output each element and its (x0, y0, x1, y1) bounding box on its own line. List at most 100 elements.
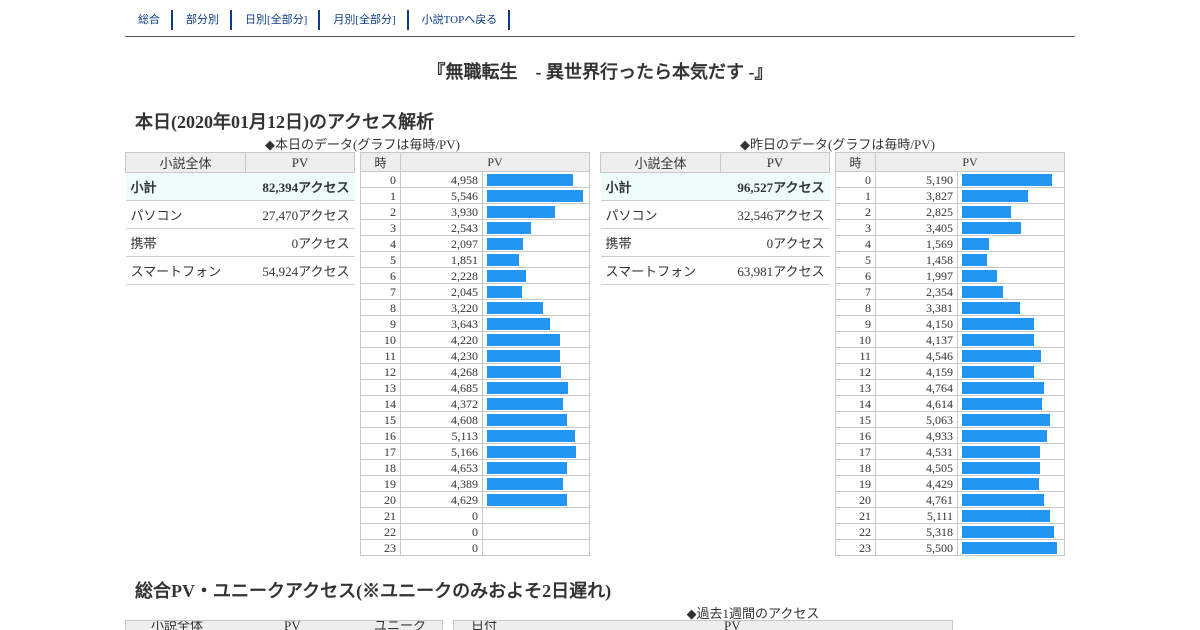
hour-cell: 9 (360, 315, 401, 332)
pv-header: PV (400, 152, 590, 172)
bar-cell (957, 251, 1065, 268)
pv-bar (487, 493, 567, 506)
summary-header-pv: PV (245, 152, 355, 173)
nav-link-monthly-all[interactable]: 月別[全部分] (320, 10, 409, 30)
pv-cell: 5,318 (875, 523, 958, 540)
summary-label: 携帯 (600, 228, 721, 257)
today-summary-table: 小説全体 PV 小計 82,394アクセス パソコン 27,470アクセス 携帯… (125, 152, 355, 285)
bar-cell (957, 491, 1065, 508)
hour-row: 20 4,629 (360, 491, 590, 508)
pv-bar (962, 189, 1028, 202)
hour-cell: 15 (835, 411, 876, 428)
summary-label: 小計 (600, 172, 721, 201)
pv-cell: 5,113 (400, 427, 483, 444)
bar-cell (957, 235, 1065, 252)
hour-row: 7 2,354 (835, 283, 1065, 300)
pv-cell: 3,405 (875, 219, 958, 236)
hour-cell: 8 (360, 299, 401, 316)
hour-row: 20 4,761 (835, 491, 1065, 508)
hour-cell: 13 (360, 379, 401, 396)
hour-row: 14 4,614 (835, 395, 1065, 412)
bar-cell (957, 443, 1065, 460)
hour-cell: 22 (835, 523, 876, 540)
hour-cell: 10 (835, 331, 876, 348)
pv-cell: 1,569 (875, 235, 958, 252)
nav-link-novel-top[interactable]: 小説TOPへ戻る (409, 10, 511, 30)
pv-cell: 2,354 (875, 283, 958, 300)
hour-cell: 17 (835, 443, 876, 460)
pv-cell: 1,458 (875, 251, 958, 268)
hour-row: 9 3,643 (360, 315, 590, 332)
pv-cell: 1,997 (875, 267, 958, 284)
hour-cell: 2 (360, 203, 401, 220)
nav-link-by-part[interactable]: 部分別 (173, 10, 232, 30)
bar-cell (482, 187, 590, 204)
pv-cell: 4,150 (875, 315, 958, 332)
nav-link-daily-all[interactable]: 日別[全部分] (232, 10, 321, 30)
hour-row: 2 2,825 (835, 203, 1065, 220)
hour-cell: 10 (360, 331, 401, 348)
hour-cell: 5 (835, 251, 876, 268)
hour-row: 15 5,063 (835, 411, 1065, 428)
total-header-unique: ユニーク (374, 620, 427, 630)
bar-cell (957, 347, 1065, 364)
summary-header-pv: PV (720, 152, 830, 173)
hour-row: 19 4,389 (360, 475, 590, 492)
hour-cell: 21 (835, 507, 876, 524)
yesterday-caption: ◆昨日のデータ(グラフは毎時/PV) (740, 137, 935, 152)
hour-row: 18 4,505 (835, 459, 1065, 476)
hour-cell: 9 (835, 315, 876, 332)
pv-bar (487, 205, 555, 218)
hour-cell: 19 (360, 475, 401, 492)
hour-cell: 20 (835, 491, 876, 508)
bar-cell (957, 379, 1065, 396)
summary-value: 0アクセス (720, 228, 830, 257)
pv-bar (962, 205, 1011, 218)
hour-row: 1 3,827 (835, 187, 1065, 204)
hour-row: 22 0 (360, 523, 590, 540)
bar-cell (957, 459, 1065, 476)
hour-row: 8 3,220 (360, 299, 590, 316)
pv-cell: 4,372 (400, 395, 483, 412)
pv-bar (487, 397, 563, 410)
hour-row: 6 2,228 (360, 267, 590, 284)
summary-value: 63,981アクセス (720, 256, 830, 285)
summary-label: 小計 (125, 172, 246, 201)
pv-cell: 4,137 (875, 331, 958, 348)
hour-row: 11 4,546 (835, 347, 1065, 364)
pv-bar (962, 461, 1040, 474)
pv-cell: 0 (400, 523, 483, 540)
summary-label: スマートフォン (125, 256, 246, 285)
pv-cell: 4,268 (400, 363, 483, 380)
bar-cell (482, 379, 590, 396)
pv-cell: 4,629 (400, 491, 483, 508)
hour-row: 0 5,190 (835, 171, 1065, 188)
pv-bar (962, 541, 1057, 554)
hour-row: 5 1,458 (835, 251, 1065, 268)
week-table-header: 日付 PV (453, 620, 953, 630)
hour-row: 13 4,685 (360, 379, 590, 396)
hour-cell: 0 (360, 171, 401, 188)
hour-row: 12 4,268 (360, 363, 590, 380)
bar-cell (482, 411, 590, 428)
pv-cell: 4,429 (875, 475, 958, 492)
pv-bar (962, 253, 987, 266)
pv-bar (962, 333, 1034, 346)
hour-row: 4 1,569 (835, 235, 1065, 252)
hour-cell: 8 (835, 299, 876, 316)
today-caption: ◆本日のデータ(グラフは毎時/PV) (265, 137, 460, 152)
pv-cell: 4,614 (875, 395, 958, 412)
pv-cell: 4,220 (400, 331, 483, 348)
pv-bar (487, 301, 543, 314)
hour-row: 23 5,500 (835, 539, 1065, 556)
bar-cell (482, 283, 590, 300)
nav-divider (125, 36, 1075, 37)
bar-cell (482, 347, 590, 364)
nav-link-overall[interactable]: 総合 (125, 10, 173, 30)
hour-cell: 14 (835, 395, 876, 412)
hour-row: 0 4,958 (360, 171, 590, 188)
pv-cell: 4,761 (875, 491, 958, 508)
pv-bar (487, 269, 526, 282)
pv-bar (487, 189, 583, 202)
total-header-pv: PV (284, 620, 301, 630)
